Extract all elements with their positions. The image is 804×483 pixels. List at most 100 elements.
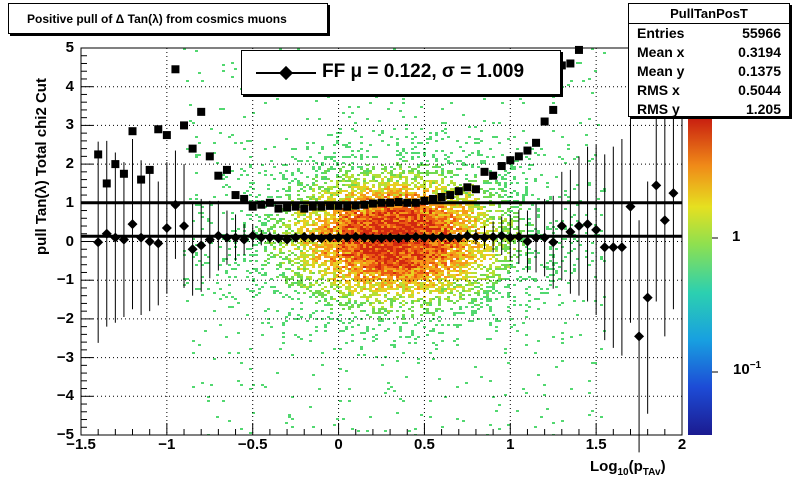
- heat-cell: [264, 224, 267, 226]
- heat-cell: [504, 190, 507, 192]
- heat-cell: [546, 228, 549, 230]
- heat-cell: [411, 218, 414, 220]
- heat-cell: [276, 220, 279, 222]
- heat-cell: [330, 232, 333, 234]
- heat-cell: [456, 220, 459, 222]
- heat-cell: [312, 262, 315, 264]
- heat-cell: [426, 170, 429, 172]
- heat-cell: [246, 190, 249, 192]
- heat-cell: [489, 298, 492, 300]
- heat-cell: [339, 296, 342, 298]
- heat-cell: [402, 316, 405, 318]
- heat-cell: [345, 146, 348, 148]
- heat-cell: [360, 268, 363, 270]
- heat-cell: [366, 246, 369, 248]
- heat-cell: [339, 170, 342, 172]
- heat-cell: [339, 200, 342, 202]
- heat-cell: [228, 352, 231, 354]
- heat-cell: [360, 310, 363, 312]
- heat-cell: [378, 268, 381, 270]
- rms-point: [549, 105, 558, 114]
- heat-cell: [378, 208, 381, 210]
- heat-cell: [357, 254, 360, 256]
- heat-cell: [471, 300, 474, 302]
- heat-cell: [420, 244, 423, 246]
- heat-cell: [567, 196, 570, 198]
- heat-cell: [486, 214, 489, 216]
- heat-cell: [285, 190, 288, 192]
- heat-cell: [300, 282, 303, 284]
- heat-cell: [393, 176, 396, 178]
- heat-cell: [375, 294, 378, 296]
- heat-cell: [291, 270, 294, 272]
- heat-cell: [240, 168, 243, 170]
- heat-cell: [474, 366, 477, 368]
- heat-cell: [327, 190, 330, 192]
- heat-cell: [366, 288, 369, 290]
- heat-cell: [261, 232, 264, 234]
- heat-cell: [462, 244, 465, 246]
- heat-cell: [381, 180, 384, 182]
- heat-cell: [396, 142, 399, 144]
- heat-cell: [321, 264, 324, 266]
- heat-cell: [486, 248, 489, 250]
- heat-cell: [408, 170, 411, 172]
- heat-cell: [411, 178, 414, 180]
- heat-cell: [462, 238, 465, 240]
- heat-cell: [435, 262, 438, 264]
- heat-cell: [435, 246, 438, 248]
- heat-cell: [444, 132, 447, 134]
- heat-cell: [339, 266, 342, 268]
- heat-cell: [402, 274, 405, 276]
- heat-cell: [381, 280, 384, 282]
- heat-cell: [324, 330, 327, 332]
- heat-cell: [282, 272, 285, 274]
- heat-cell: [354, 284, 357, 286]
- heat-cell: [438, 304, 441, 306]
- heat-cell: [300, 182, 303, 184]
- heat-cell: [246, 288, 249, 290]
- mean-point: [419, 232, 430, 243]
- heat-cell: [345, 230, 348, 232]
- heat-cell: [360, 166, 363, 168]
- heat-cell: [447, 282, 450, 284]
- heat-cell: [390, 266, 393, 268]
- heat-cell: [303, 246, 306, 248]
- heat-cell: [318, 210, 321, 212]
- heat-cell: [513, 242, 516, 244]
- heat-cell: [477, 318, 480, 320]
- heat-cell: [267, 254, 270, 256]
- heat-cell: [429, 266, 432, 268]
- heat-cell: [363, 228, 366, 230]
- heat-cell: [447, 156, 450, 158]
- mean-point: [333, 232, 344, 243]
- heat-cell: [534, 250, 537, 252]
- heat-cell: [354, 226, 357, 228]
- heat-cell: [414, 212, 417, 214]
- rms-point: [463, 183, 472, 192]
- heat-cell: [441, 188, 444, 190]
- heat-cell: [468, 320, 471, 322]
- heat-cell: [543, 394, 546, 396]
- heat-cell: [453, 212, 456, 214]
- heat-cell: [333, 348, 336, 350]
- mean-point: [505, 232, 516, 243]
- heat-cell: [444, 188, 447, 190]
- heat-cell: [465, 274, 468, 276]
- heat-cell: [327, 268, 330, 270]
- heat-cell: [201, 264, 204, 266]
- heat-cell: [264, 232, 267, 234]
- heat-cell: [459, 306, 462, 308]
- heat-cell: [288, 182, 291, 184]
- heat-cell: [381, 252, 384, 254]
- heat-cell: [363, 276, 366, 278]
- heat-cell: [450, 220, 453, 222]
- heat-cell: [423, 250, 426, 252]
- heat-cell: [480, 252, 483, 254]
- heat-cell: [447, 280, 450, 282]
- heat-cell: [483, 120, 486, 122]
- heat-cell: [357, 178, 360, 180]
- heat-cell: [525, 266, 528, 268]
- heat-cell: [303, 270, 306, 272]
- heat-cell: [507, 264, 510, 266]
